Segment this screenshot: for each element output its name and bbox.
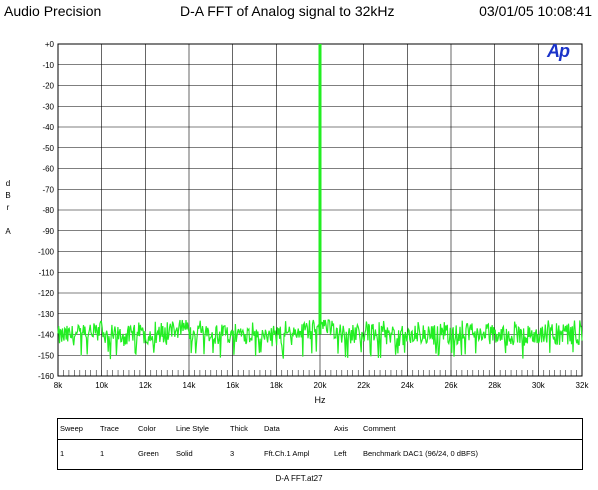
y-tick-label: -90 xyxy=(42,227,54,236)
x-tick-label: 24k xyxy=(401,381,415,390)
legend-header-cell: Sweep xyxy=(60,424,83,433)
legend-header-cell: Color xyxy=(138,424,156,433)
legend-header-row: Sweep Trace Color Line Style Thick Data Axis Co… xyxy=(58,424,582,439)
y-tick-label: -30 xyxy=(42,102,54,111)
ap-logo: Ap xyxy=(547,41,570,61)
y-tick-label: -160 xyxy=(38,372,55,381)
y-tick-label: -150 xyxy=(38,351,55,360)
y-tick-label: -140 xyxy=(38,331,55,340)
x-tick-label: 12k xyxy=(139,381,153,390)
y-tick-label: -70 xyxy=(42,185,54,194)
x-tick-label: 8k xyxy=(54,381,63,390)
legend-cell: Green xyxy=(138,449,159,458)
fft-chart: +0 -10 -20 -30 -40 -50 -60 -70 -80 -90 -100 -110 -12… xyxy=(38,40,590,405)
x-tick-label: 16k xyxy=(226,381,240,390)
y-axis-label-char: B xyxy=(5,191,11,200)
legend-header-cell: Trace xyxy=(100,424,119,433)
y-tick-label: -120 xyxy=(38,289,55,298)
y-tick-label: -50 xyxy=(42,144,54,153)
y-tick-label: -40 xyxy=(42,123,54,132)
legend-cell: Solid xyxy=(176,449,193,458)
y-tick-label: -110 xyxy=(39,268,55,277)
timestamp: 03/01/05 10:08:41 xyxy=(479,3,592,19)
x-tick-label: 28k xyxy=(488,381,502,390)
y-tick-label: -130 xyxy=(38,310,55,319)
legend-cell: 1 xyxy=(60,449,65,458)
y-tick-label: -60 xyxy=(42,165,54,174)
legend-header-cell: Line Style xyxy=(176,424,209,433)
legend-table: Sweep Trace Color Line Style Thick Data Axis Co… xyxy=(57,418,583,470)
y-axis-label-char: A xyxy=(5,227,11,236)
legend-header-cell: Comment xyxy=(363,424,396,433)
legend-divider xyxy=(58,439,582,440)
x-axis-label: Hz xyxy=(315,395,326,405)
legend-cell: Fft.Ch.1 Ampl xyxy=(264,449,310,458)
y-axis-label-char: d xyxy=(5,179,11,188)
x-tick-label: 10k xyxy=(95,381,109,390)
y-tick-label: -80 xyxy=(42,206,54,215)
chart-title: D-A FFT of Analog signal to 32kHz xyxy=(180,3,395,19)
y-tick-label: -20 xyxy=(42,82,54,91)
app-title: Audio Precision xyxy=(4,3,102,19)
y-tick-label: +0 xyxy=(45,40,55,49)
y-tick-label: -100 xyxy=(38,248,55,257)
y-tick-label: -10 xyxy=(42,61,54,70)
legend-header-cell: Axis xyxy=(334,424,349,433)
x-tick-label: 14k xyxy=(183,381,197,390)
x-tick-label: 20k xyxy=(314,381,328,390)
y-axis-label-char: r xyxy=(6,203,10,212)
legend-cell: Benchmark DAC1 (96/24, 0 dBFS) xyxy=(363,449,479,458)
legend-cell: Left xyxy=(334,449,347,458)
x-tick-label: 30k xyxy=(532,381,546,390)
legend-header-cell: Data xyxy=(264,424,280,433)
legend-cell: 1 xyxy=(100,449,105,458)
x-tick-label: 32k xyxy=(576,381,590,390)
legend-cell: 3 xyxy=(230,449,235,458)
footer-filename: D-A FFT.at27 xyxy=(275,474,323,483)
x-tick-label: 22k xyxy=(357,381,371,390)
x-tick-label: 26k xyxy=(445,381,459,390)
legend-row: 1 1 Green Solid 3 Fft.Ch.1 Ampl Left Benchmark … xyxy=(58,449,582,464)
x-tick-label: 18k xyxy=(270,381,284,390)
legend-header-cell: Thick xyxy=(230,424,248,433)
